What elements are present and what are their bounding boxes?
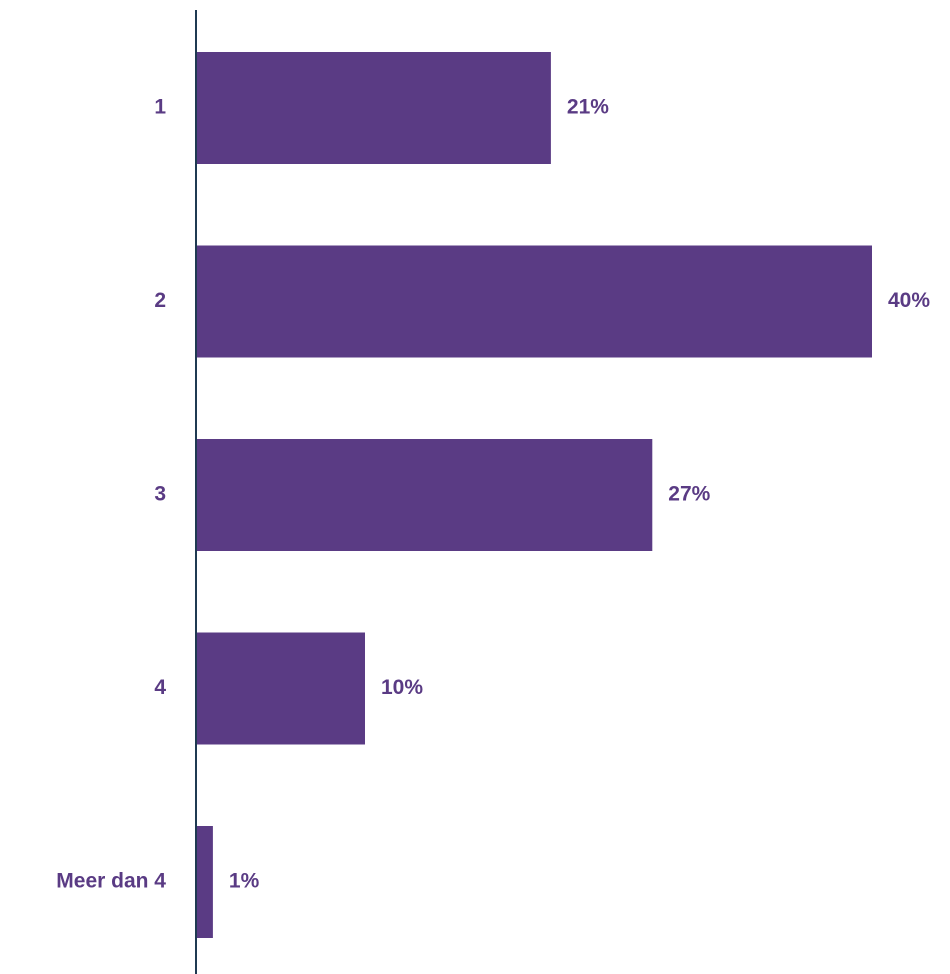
value-label-1: 21% <box>567 96 609 119</box>
bar-4 <box>196 632 365 745</box>
bar-3 <box>196 439 653 551</box>
category-label-2: 2 <box>154 289 166 312</box>
bar-2 <box>196 245 872 358</box>
category-label-1: 1 <box>154 96 166 119</box>
bar-meer-dan-4 <box>196 826 213 938</box>
value-label-meer-dan-4: 1% <box>229 870 260 893</box>
value-label-2: 40% <box>888 289 930 312</box>
category-label-4: 4 <box>154 676 166 699</box>
category-label-3: 3 <box>154 483 166 506</box>
value-labels-group: 21% 40% 27% 10% 1% <box>229 96 930 893</box>
category-label-meer-dan-4: Meer dan 4 <box>56 870 166 893</box>
value-label-3: 27% <box>668 483 710 506</box>
bar-1 <box>196 52 551 164</box>
bars-group <box>196 52 872 938</box>
category-labels-group: 1 2 3 4 Meer dan 4 <box>56 96 166 893</box>
value-label-4: 10% <box>381 676 423 699</box>
